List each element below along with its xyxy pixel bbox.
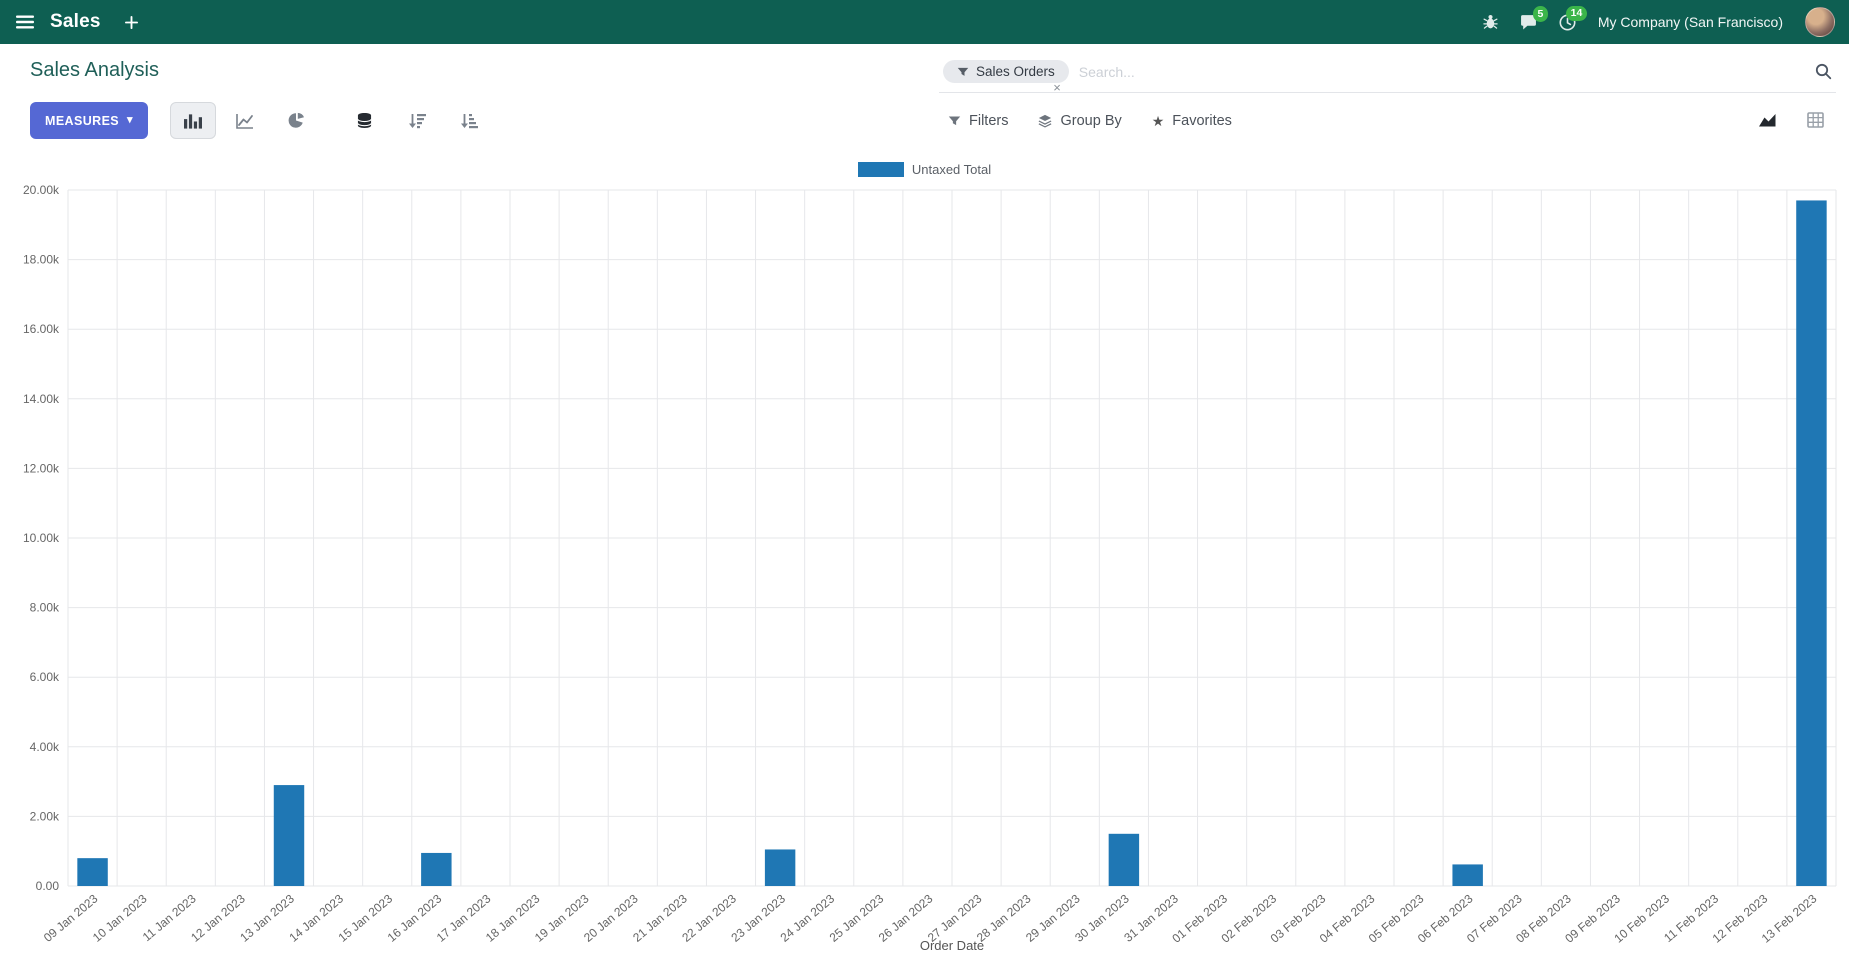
- search-facet[interactable]: Sales Orders: [943, 60, 1069, 83]
- y-tick-label: 6.00k: [30, 670, 60, 684]
- apps-menu-icon[interactable]: [16, 14, 34, 30]
- facet-remove-icon[interactable]: ×: [1053, 80, 1061, 95]
- filter-icon: [957, 66, 969, 78]
- bar-chart[interactable]: 0.00 2.00k 4.00k 6.00k 8.00k 10.00k 12.00k 14.0…: [0, 182, 1849, 958]
- sort-asc-button[interactable]: [446, 102, 492, 139]
- bug-icon[interactable]: [1483, 14, 1498, 30]
- bar[interactable]: [1452, 864, 1483, 886]
- legend-swatch: [857, 161, 904, 177]
- plus-icon[interactable]: [124, 15, 138, 29]
- star-icon: ★: [1151, 112, 1165, 129]
- top-navbar: Sales 5 14 My Company (San Francisco): [0, 0, 1849, 44]
- search-facet-wrap: Sales Orders ×: [943, 60, 1069, 94]
- pivot-view-button[interactable]: [1795, 102, 1835, 138]
- y-tick-label: 18.00k: [23, 253, 60, 267]
- company-name[interactable]: My Company (San Francisco): [1597, 14, 1783, 30]
- bar[interactable]: [421, 852, 452, 886]
- filters-label: Filters: [969, 112, 1009, 129]
- graph-view: Untaxed Total 0.00 2.00k 4.00k 6.00k 8.00k 10…: [0, 152, 1849, 958]
- legend-label: Untaxed Total: [911, 161, 992, 177]
- bar[interactable]: [273, 785, 305, 886]
- y-tick-label: 16.00k: [23, 322, 60, 336]
- bar[interactable]: [1108, 833, 1140, 886]
- measures-button[interactable]: MEASURES ▾: [30, 102, 148, 139]
- graph-modifier-group: [342, 102, 492, 139]
- navbar-left: Sales: [0, 11, 138, 33]
- favorites-button[interactable]: ★ Favorites: [1152, 113, 1232, 129]
- activities-badge: 14: [1566, 5, 1587, 21]
- y-tick-label: 10.00k: [23, 531, 60, 545]
- bar[interactable]: [77, 858, 108, 886]
- chart-legend[interactable]: Untaxed Total: [0, 156, 1849, 182]
- y-tick-label: 2.00k: [30, 809, 60, 823]
- pie-chart-button[interactable]: [274, 102, 320, 139]
- navbar-systray: 5 14 My Company (San Francisco): [1483, 5, 1849, 37]
- y-tick-label: 20.00k: [23, 183, 60, 197]
- stacked-toggle-button[interactable]: [342, 102, 388, 139]
- caret-down-icon: ▾: [127, 114, 133, 126]
- search-icon[interactable]: [1815, 63, 1832, 80]
- x-axis-title: Order Date: [920, 938, 984, 953]
- filters-funnel-icon: [948, 115, 961, 127]
- page-title: Sales Analysis: [30, 59, 159, 81]
- bar[interactable]: [1796, 200, 1827, 886]
- y-tick-label: 4.00k: [30, 740, 60, 754]
- control-panel: Sales Analysis Sales Orders ×: [0, 44, 1849, 152]
- search-options: Filters Group By ★ Favorites: [948, 102, 1232, 139]
- layers-icon: [1038, 114, 1052, 128]
- graph-toolbar: MEASURES ▾: [30, 102, 492, 139]
- bar[interactable]: [764, 849, 796, 886]
- messages-badge: 5: [1532, 6, 1548, 22]
- y-tick-label: 12.00k: [23, 461, 60, 475]
- search-facet-label: Sales Orders: [976, 64, 1055, 79]
- line-chart-button[interactable]: [222, 102, 268, 139]
- x-tick-label: 10 Jan 2023: [90, 891, 150, 944]
- measures-label: MEASURES: [45, 113, 120, 128]
- activities-clock-icon[interactable]: 14: [1559, 5, 1587, 31]
- y-tick-label: 0.00: [36, 879, 60, 893]
- y-tick-label: 14.00k: [23, 392, 60, 406]
- app-name[interactable]: Sales: [50, 11, 101, 32]
- graph-view-button[interactable]: [1747, 102, 1787, 138]
- breadcrumb-row: Sales Analysis Sales Orders ×: [0, 44, 1849, 98]
- view-switcher: [1747, 102, 1835, 138]
- search-bar[interactable]: Sales Orders ×: [939, 57, 1836, 94]
- y-tick-label: 8.00k: [30, 601, 60, 615]
- favorites-label: Favorites: [1172, 112, 1232, 129]
- group-by-label: Group By: [1060, 112, 1122, 129]
- group-by-button[interactable]: Group By: [1038, 112, 1122, 129]
- messages-icon[interactable]: 5: [1520, 6, 1548, 30]
- bar-chart-button[interactable]: [169, 102, 216, 139]
- search-input[interactable]: [1068, 63, 1815, 80]
- avatar[interactable]: [1805, 7, 1835, 37]
- sort-desc-button[interactable]: [394, 102, 440, 139]
- toolbar-row: MEASURES ▾: [0, 98, 1849, 146]
- filters-button[interactable]: Filters: [948, 113, 1008, 129]
- chart-type-group: [169, 102, 320, 139]
